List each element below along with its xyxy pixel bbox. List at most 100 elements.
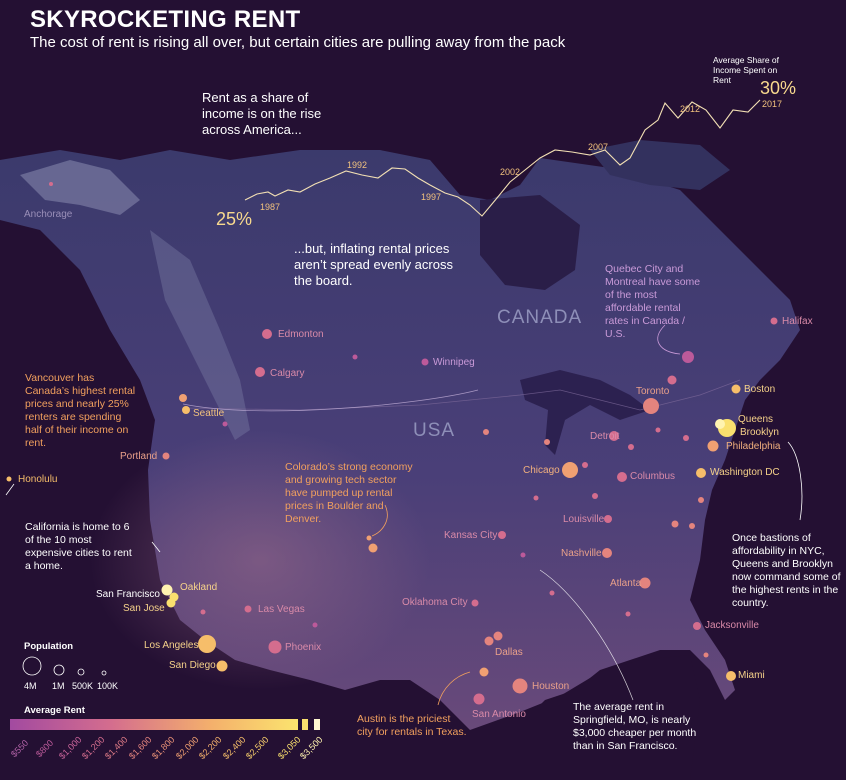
population-size-4m: 4M [24,681,37,691]
city-label-louisville: Louisville [563,514,605,525]
rent-swatch-3500 [314,719,320,730]
year-1987: 1987 [260,202,281,212]
city-label-houston: Houston [532,681,570,692]
city-label-las-vegas: Las Vegas [258,604,305,615]
terrain-glow [90,430,430,690]
san-jose-bubble [166,598,176,608]
annotation-austin: Austin is the priciest city for rentals … [357,713,467,738]
boston-bubble [731,384,741,394]
springfield-arrow [539,569,634,701]
city-label-toronto: Toronto [636,386,670,397]
city-label-los-angeles: Los Angeles [144,640,199,651]
population-size-500k: 500K [72,681,94,691]
cincinnati-bubble [592,493,598,499]
rent-swatch-3050 [302,719,308,730]
city-label-philadelphia: Philadelphia [726,441,781,452]
manhattan-bubble [715,419,725,429]
austin-bubble [479,667,489,677]
rent-gradient-bar [10,719,298,730]
year-2012: 2012 [680,104,701,114]
annotation-nyc: Once bastions of affordability in NYC, Q… [732,532,841,609]
houston-bubble [512,678,528,694]
population-legend-title: Population [24,641,74,652]
city-label-san-diego: San Diego [169,660,216,671]
city-label-brooklyn: Brooklyn [740,427,779,438]
raleigh-bubble [689,523,695,529]
indianapolis-bubble [582,462,588,468]
year-2017: 2017 [762,99,783,109]
philadelphia-bubble [707,440,719,452]
city-label-san-jose: San Jose [123,603,165,614]
portland-bubble [162,452,170,460]
city-label-honolulu: Honolulu [18,474,58,485]
edmonton-bubble [262,329,272,339]
miami-bubble [726,671,736,681]
year-2002: 2002 [500,167,521,177]
city-label-jacksonville: Jacksonville [705,620,759,631]
nyc-arrow [787,441,803,521]
city-label-chicago: Chicago [523,465,560,476]
city-label-queens: Queens [738,414,774,425]
alaska-snow [20,160,140,215]
greenland-land [590,140,730,190]
memphis-bubble [549,590,555,596]
population-size-1m: 1M [52,681,65,691]
city-label-kansas-city: Kansas City [444,530,498,541]
city-label-atlanta: Atlanta [610,578,642,589]
milwaukee-bubble [544,439,550,445]
san-francisco-bubble [161,584,173,596]
louisville-bubble [604,515,612,523]
toronto-bubble [643,398,659,414]
kansas-city-bubble [498,531,506,539]
buffalo-bubble [655,427,661,433]
city-label-seattle: Seattle [193,408,225,419]
city-label-oklahoma-city: Oklahoma City [402,597,468,608]
note-rise: Rent as a share of income is on the rise… [202,90,322,137]
vancouver-arrow [182,389,479,412]
population-4m-circle [22,656,42,676]
birmingham-bubble [625,611,631,617]
gulf-of-mexico [440,655,700,780]
detroit-bubble [609,431,619,441]
pittsburgh-bubble [683,435,689,441]
austin-arrow [437,671,471,706]
denver-bubble [368,543,378,553]
vancouver-bubble [179,394,187,402]
calgary-bubble [255,367,265,377]
city-label-oakland: Oakland [180,582,218,593]
city-label-san-antonio: San Antonio [472,709,526,720]
chicago-bubble [562,462,578,478]
share-caption: Average Share of Income Spent on Rent [713,55,779,85]
boulder-bubble [366,535,372,541]
halifax-bubble [770,317,778,325]
city-label-winnipeg: Winnipeg [433,357,475,368]
city-label-san-francisco: San Francisco [96,589,160,600]
city-label-boston: Boston [744,384,776,395]
country-label-usa: USA [413,420,456,441]
city-label-nashville: Nashville [561,548,602,559]
annotation-california: California is home to 6 of the 10 most e… [25,521,132,572]
san-antonio-bubble [473,693,485,705]
annotation-vancouver: Vancouver has Canada’s highest rental pr… [25,372,136,449]
colorado-arrow [371,504,388,537]
population-100k-circle [101,670,107,676]
rockies-snow [150,230,250,440]
montreal-bubble [667,375,677,385]
winnipeg-bubble [421,358,429,366]
city-label-anchorage: Anchorage [24,209,73,220]
california-arrow [151,541,161,553]
charlotte-bubble [671,520,679,528]
annotation-quebec: Quebec City and Montreal have some of th… [605,263,701,340]
spokane-bubble [222,421,228,427]
city-label-dallas: Dallas [495,647,523,658]
income-share-line [244,99,761,217]
rent-legend-title: Average Rent [24,705,85,716]
springfield-bubble [520,552,526,558]
share-end-value: 30% [760,78,797,98]
regina-bubble [352,354,358,360]
richmond-bubble [698,497,704,503]
anchorage-bubble [49,182,53,186]
dallas-bubble [484,636,494,646]
